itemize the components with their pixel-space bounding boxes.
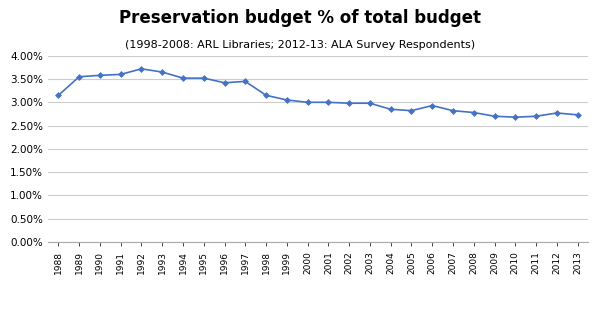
Text: (1998-2008: ARL Libraries; 2012-13: ALA Survey Respondents): (1998-2008: ARL Libraries; 2012-13: ALA … (125, 40, 475, 50)
Text: Preservation budget % of total budget: Preservation budget % of total budget (119, 9, 481, 27)
